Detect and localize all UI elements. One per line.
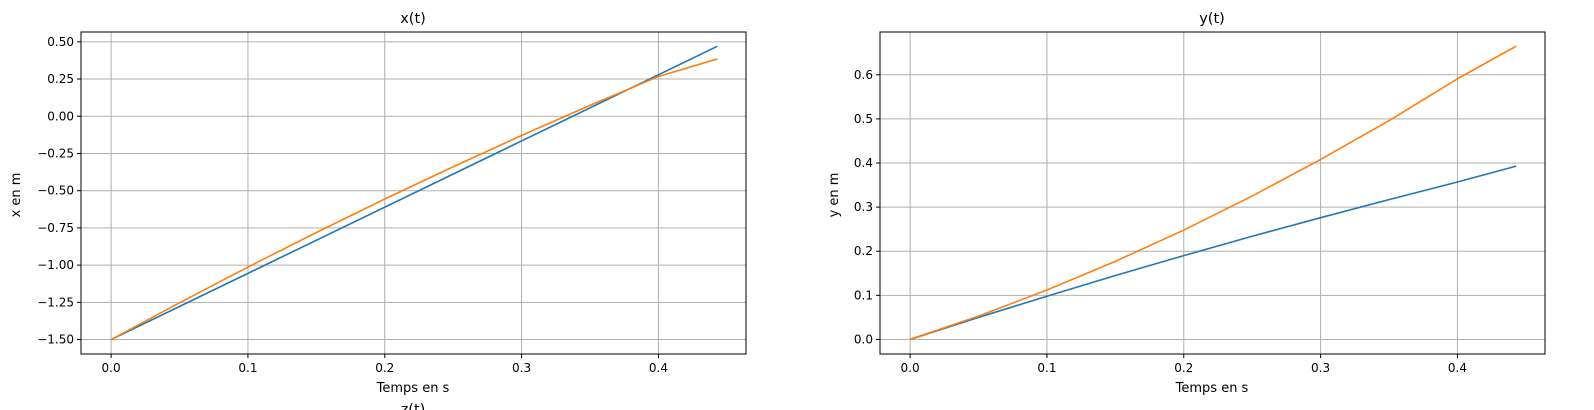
y-tick-label: −1.50 (37, 333, 74, 347)
y-tick-label: 0.2 (854, 244, 873, 258)
x-tick-label: 0.0 (102, 361, 121, 375)
y-tick-label: −1.00 (37, 258, 74, 272)
next-chart-title: z(t) (401, 402, 426, 410)
series-line-2 (909, 45, 1517, 341)
y-tick-label: 0.5 (854, 112, 873, 126)
x-axis-label: Temps en s (376, 381, 450, 396)
x-tick-label: 0.1 (238, 361, 257, 375)
axes-frame (80, 31, 747, 355)
x-tick-label: 0.2 (1174, 361, 1193, 375)
x-tick-label: 0.2 (375, 361, 394, 375)
x-tick-label: 0.3 (1311, 361, 1330, 375)
y-tick-label: 0.3 (854, 200, 873, 214)
chart-title: y(t) (1199, 11, 1225, 27)
x-axis-label: Temps en s (1175, 381, 1249, 396)
x-tick-label: 0.4 (649, 361, 668, 375)
axes-frame (879, 31, 1546, 355)
plot-area: 0.0 0.1 0.2 0.3 0.4 0.0 0.1 0.2 0.3 0.4 0.5 0.6 (854, 31, 1546, 375)
y-tick-label: −0.75 (37, 221, 74, 235)
y-tick-label: −0.50 (37, 184, 74, 198)
y-tick-label: 0.00 (47, 109, 74, 123)
y-tick-label: −0.25 (37, 146, 74, 160)
chart-x-of-t: 0.0 0.1 0.2 0.3 0.4 −1.50 −1.25 −1.00 −0.75 −0.50… (9, 11, 747, 396)
chart-y-of-t: 0.0 0.1 0.2 0.3 0.4 0.0 0.1 0.2 0.3 0.4 0.5 0.6 y(t… (827, 11, 1546, 396)
y-tick-label: 0.6 (854, 68, 873, 82)
plot-area: 0.0 0.1 0.2 0.3 0.4 −1.50 −1.25 −1.00 −0.75 −0.50… (37, 31, 747, 375)
chart-title: x(t) (400, 11, 426, 27)
y-tick-label: 0.50 (47, 35, 74, 49)
y-axis-label: x en m (9, 173, 24, 218)
x-tick-label: 0.4 (1448, 361, 1467, 375)
y-tick-label: 0.0 (854, 332, 873, 346)
x-tick-label: 0.3 (512, 361, 531, 375)
y-tick-label: 0.1 (854, 288, 873, 302)
x-tick-label: 0.0 (901, 361, 920, 375)
series-line-2 (110, 58, 718, 341)
series-line-1 (909, 165, 1517, 341)
y-tick-label: −1.25 (37, 295, 74, 309)
y-tick-label: 0.4 (854, 156, 873, 170)
y-axis-label: y en m (827, 173, 842, 218)
x-tick-label: 0.1 (1037, 361, 1056, 375)
y-tick-label: 0.25 (47, 72, 74, 86)
